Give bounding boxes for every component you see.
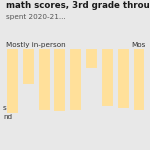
- Text: spent 2020-21...: spent 2020-21...: [6, 14, 66, 20]
- Bar: [53, 48, 66, 112]
- Bar: [22, 48, 35, 85]
- Bar: [85, 48, 98, 69]
- Bar: [38, 48, 51, 111]
- Bar: [101, 48, 114, 106]
- Text: Mos: Mos: [131, 42, 146, 48]
- Text: math scores, 3rd grade through 8th: math scores, 3rd grade through 8th: [6, 2, 150, 10]
- Text: Mostly in-person: Mostly in-person: [6, 42, 66, 48]
- Bar: [6, 48, 19, 114]
- Bar: [133, 48, 146, 111]
- Bar: [117, 48, 130, 110]
- Text: s: s: [3, 105, 7, 111]
- Text: nd: nd: [3, 114, 12, 120]
- Bar: [69, 48, 82, 111]
